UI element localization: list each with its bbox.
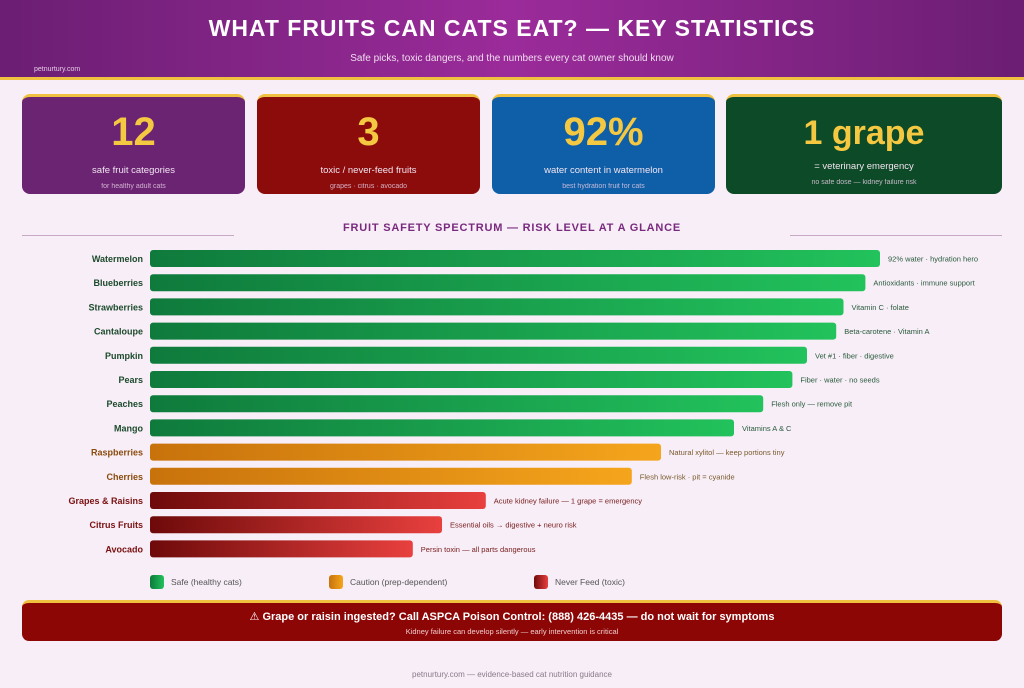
bar bbox=[150, 371, 793, 388]
fruit-safety-bar-chart: Watermelon 92% water · hydration hero Blue… bbox=[68, 250, 978, 558]
warning-icon: ⚠ bbox=[249, 610, 260, 623]
bar-note: 92% water · hydration hero bbox=[888, 255, 978, 264]
stat-card-safe-fruits: 12 safe fruit categories for healthy adu… bbox=[22, 94, 245, 194]
stat-cards: 12 safe fruit categories for healthy adu… bbox=[22, 94, 1002, 196]
stat-note: for healthy adult cats bbox=[101, 183, 166, 190]
category-label: Pears bbox=[118, 375, 143, 385]
bar bbox=[150, 419, 734, 437]
page-subtitle: Safe picks, toxic dangers, and the numbe… bbox=[350, 53, 674, 64]
category-label: Mango bbox=[114, 423, 143, 433]
legend-swatch-safe bbox=[150, 575, 164, 589]
bar-note: Antioxidants · immune support bbox=[873, 279, 975, 288]
bar bbox=[150, 250, 880, 267]
category-label: Blueberries bbox=[93, 278, 143, 288]
legend-item-toxic: Never Feed (toxic) bbox=[534, 575, 625, 589]
legend-label-toxic: Never Feed (toxic) bbox=[555, 577, 625, 587]
stat-value: 92% bbox=[563, 110, 644, 154]
category-label: Peaches bbox=[106, 399, 143, 409]
bar-note: Natural xylitol — keep portions tiny bbox=[669, 448, 785, 457]
bar-row: Pears Fiber · water · no seeds bbox=[118, 371, 880, 388]
bar-note: Vitamins A & C bbox=[742, 424, 792, 433]
bar-note: Acute kidney failure — 1 grape = emergen… bbox=[494, 497, 642, 506]
legend-label-safe: Safe (healthy cats) bbox=[171, 577, 242, 587]
alert-text: Grape or raisin ingested? Call ASPCA Poi… bbox=[262, 611, 775, 623]
bar-row: Citrus Fruits Essential oils → digestive … bbox=[89, 516, 577, 534]
legend-swatch-toxic bbox=[534, 575, 548, 589]
bar-row: Cantaloupe Beta-carotene · Vitamin A bbox=[94, 322, 930, 340]
stat-card-toxic-fruits: 3 toxic / never-feed fruits grapes · cit… bbox=[257, 94, 480, 194]
stat-note: grapes · citrus · avocado bbox=[329, 183, 408, 190]
bar-note: Flesh low-risk · pit = cyanide bbox=[640, 472, 735, 481]
category-label: Raspberries bbox=[91, 448, 143, 458]
divider-left bbox=[22, 235, 234, 236]
bar bbox=[150, 467, 632, 485]
category-label: Strawberries bbox=[88, 302, 143, 312]
chart-title: FRUIT SAFETY SPECTRUM — RISK LEVEL AT A … bbox=[342, 222, 682, 234]
stat-value: 12 bbox=[111, 110, 156, 154]
category-label: Grapes & Raisins bbox=[68, 496, 143, 506]
footer-credit: petnurtury.com — evidence-based cat nutr… bbox=[412, 670, 612, 679]
poison-control-alert: ⚠ Grape or raisin ingested? Call ASPCA P… bbox=[22, 600, 1002, 641]
bar-row: Mango Vitamins A & C bbox=[114, 419, 792, 437]
bar bbox=[150, 298, 844, 316]
bar-row: Raspberries Natural xylitol — keep portio… bbox=[91, 443, 785, 461]
bar-row: Pumpkin Vet #1 · fiber · digestive bbox=[105, 346, 894, 364]
category-label: Citrus Fruits bbox=[89, 520, 143, 530]
stat-note: best hydration fruit for cats bbox=[562, 183, 645, 190]
bar bbox=[150, 322, 837, 340]
bar bbox=[150, 274, 866, 292]
category-label: Pumpkin bbox=[105, 351, 143, 361]
category-label: Avocado bbox=[105, 544, 143, 554]
legend-item-safe: Safe (healthy cats) bbox=[150, 575, 242, 589]
divider-right bbox=[790, 235, 1002, 236]
stat-value: 1 grape bbox=[803, 114, 925, 152]
legend-swatch-caution bbox=[329, 575, 343, 589]
site-watermark: petnurtury.com bbox=[34, 66, 81, 73]
stat-value: 3 bbox=[357, 110, 380, 154]
bar-row: Strawberries Vitamin C · folate bbox=[88, 298, 909, 316]
bar bbox=[150, 540, 413, 558]
chart-legend: Safe (healthy cats) Caution (prep-depend… bbox=[150, 575, 850, 591]
legend-label-caution: Caution (prep-dependent) bbox=[350, 577, 448, 587]
bar-row: Blueberries Antioxidants · immune support bbox=[93, 274, 976, 292]
category-label: Cherries bbox=[106, 472, 143, 482]
stat-label: toxic / never-feed fruits bbox=[320, 165, 417, 176]
stat-label: water content in watermelon bbox=[544, 165, 663, 176]
stat-label: = veterinary emergency bbox=[814, 161, 914, 172]
bar-note: Vitamin C · folate bbox=[852, 303, 909, 312]
bar-note: Fiber · water · no seeds bbox=[800, 376, 879, 385]
bar-row: Cherries Flesh low-risk · pit = cyanide bbox=[106, 467, 735, 485]
bar-note: Vet #1 · fiber · digestive bbox=[815, 351, 894, 360]
stat-card-grape-emergency: 1 grape = veterinary emergency no safe d… bbox=[726, 94, 1002, 194]
stat-note: no safe dose — kidney failure risk bbox=[811, 179, 917, 186]
bar-row: Grapes & Raisins Acute kidney failure — 1… bbox=[68, 492, 642, 509]
header-banner: WHAT FRUITS CAN CATS EAT? — KEY STATISTI… bbox=[0, 0, 1024, 80]
bar bbox=[150, 443, 661, 461]
bar bbox=[150, 516, 442, 534]
stat-label: safe fruit categories bbox=[92, 165, 175, 176]
bar bbox=[150, 395, 764, 413]
bar bbox=[150, 346, 807, 364]
bar-note: Essential oils → digestive + neuro risk bbox=[450, 521, 577, 530]
bar-note: Beta-carotene · Vitamin A bbox=[844, 327, 929, 336]
page-title: WHAT FRUITS CAN CATS EAT? — KEY STATISTI… bbox=[208, 15, 816, 41]
bar-note: Flesh only — remove pit bbox=[771, 400, 853, 409]
alert-subtext: Kidney failure can develop silently — ea… bbox=[405, 627, 619, 636]
bar-row: Peaches Flesh only — remove pit bbox=[106, 395, 853, 413]
category-label: Cantaloupe bbox=[94, 327, 143, 337]
legend-item-caution: Caution (prep-dependent) bbox=[329, 575, 447, 589]
bar-row: Avocado Persin toxin — all parts dangerou… bbox=[105, 540, 536, 558]
bar-row: Watermelon 92% water · hydration hero bbox=[92, 250, 978, 267]
bar bbox=[150, 492, 486, 509]
bar-note: Persin toxin — all parts dangerous bbox=[421, 545, 536, 554]
stat-card-water-content: 92% water content in watermelon best hyd… bbox=[492, 94, 715, 194]
category-label: Watermelon bbox=[92, 254, 143, 264]
